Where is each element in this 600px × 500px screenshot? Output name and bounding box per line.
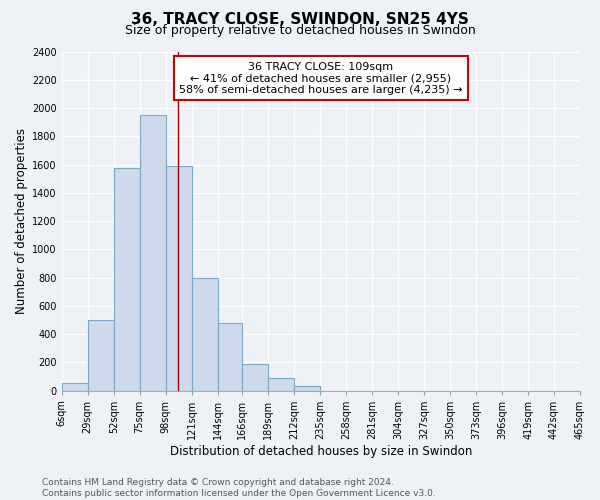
Bar (295, 386, 320, 390)
Bar (268, 378, 295, 390)
X-axis label: Distribution of detached houses by size in Swindon: Distribution of detached houses by size … (170, 444, 472, 458)
Text: Contains HM Land Registry data © Crown copyright and database right 2024.
Contai: Contains HM Land Registry data © Crown c… (42, 478, 436, 498)
Bar (140, 115, 166, 390)
Y-axis label: Number of detached properties: Number of detached properties (15, 128, 28, 314)
Text: 36, TRACY CLOSE, SWINDON, SN25 4YS: 36, TRACY CLOSE, SWINDON, SN25 4YS (131, 12, 469, 28)
Text: 36 TRACY CLOSE: 109sqm
← 41% of detached houses are smaller (2,955)
58% of semi-: 36 TRACY CLOSE: 109sqm ← 41% of detached… (179, 62, 463, 95)
Text: Size of property relative to detached houses in Swindon: Size of property relative to detached ho… (125, 24, 475, 37)
Bar (218, 322, 242, 390)
Bar (88, 320, 114, 390)
Bar (242, 364, 268, 390)
Bar (191, 278, 218, 390)
Bar (166, 166, 191, 390)
Bar (114, 168, 140, 390)
Bar (62, 384, 88, 390)
